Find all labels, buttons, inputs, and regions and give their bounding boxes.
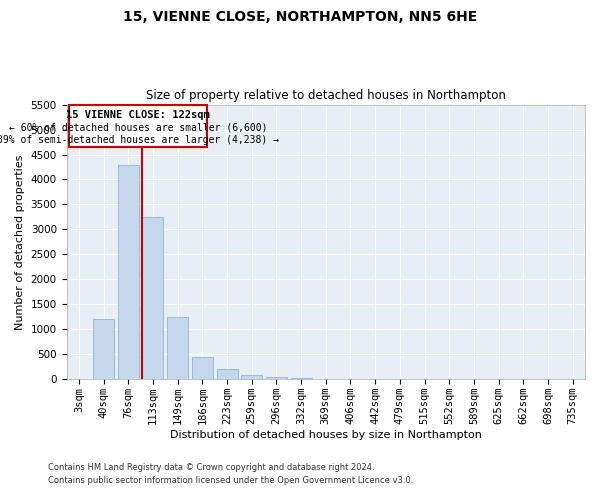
Bar [142, 217, 163, 380]
Bar [290, 378, 311, 380]
X-axis label: Distribution of detached houses by size in Northampton: Distribution of detached houses by size … [170, 430, 482, 440]
Text: 39% of semi-detached houses are larger (4,238) →: 39% of semi-detached houses are larger (… [0, 134, 279, 144]
Text: Contains public sector information licensed under the Open Government Licence v3: Contains public sector information licen… [48, 476, 413, 485]
Bar [118, 164, 139, 380]
Bar [167, 317, 188, 380]
Bar [266, 377, 287, 380]
Y-axis label: Number of detached properties: Number of detached properties [15, 154, 25, 330]
Bar [192, 357, 213, 380]
Bar [217, 370, 238, 380]
Bar [241, 376, 262, 380]
Text: Contains HM Land Registry data © Crown copyright and database right 2024.: Contains HM Land Registry data © Crown c… [48, 464, 374, 472]
Bar [69, 104, 207, 147]
Text: 15, VIENNE CLOSE, NORTHAMPTON, NN5 6HE: 15, VIENNE CLOSE, NORTHAMPTON, NN5 6HE [123, 10, 477, 24]
Text: ← 60% of detached houses are smaller (6,600): ← 60% of detached houses are smaller (6,… [9, 122, 268, 132]
Bar [93, 320, 114, 380]
Text: 15 VIENNE CLOSE: 122sqm: 15 VIENNE CLOSE: 122sqm [66, 110, 210, 120]
Title: Size of property relative to detached houses in Northampton: Size of property relative to detached ho… [146, 89, 506, 102]
